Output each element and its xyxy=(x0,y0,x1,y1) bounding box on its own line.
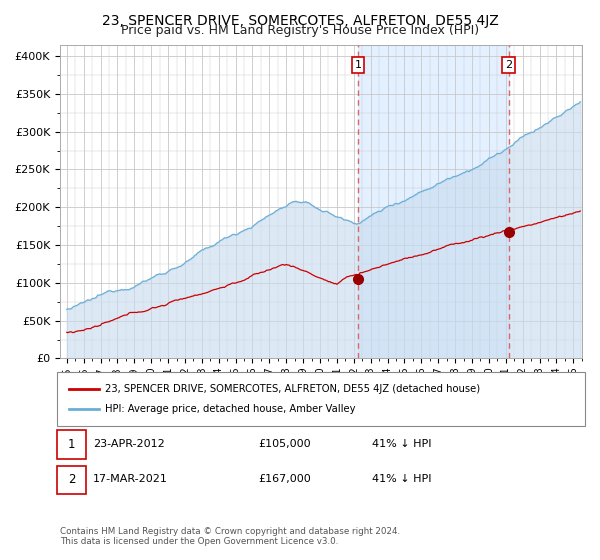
Text: 23, SPENCER DRIVE, SOMERCOTES, ALFRETON, DE55 4JZ (detached house): 23, SPENCER DRIVE, SOMERCOTES, ALFRETON,… xyxy=(105,384,480,394)
Text: 41% ↓ HPI: 41% ↓ HPI xyxy=(372,474,431,484)
Text: 1: 1 xyxy=(68,437,75,451)
Text: 1: 1 xyxy=(355,60,362,70)
Text: 2: 2 xyxy=(68,473,75,486)
Text: 23-APR-2012: 23-APR-2012 xyxy=(93,439,165,449)
Text: 41% ↓ HPI: 41% ↓ HPI xyxy=(372,439,431,449)
Text: 2: 2 xyxy=(505,60,512,70)
Text: 17-MAR-2021: 17-MAR-2021 xyxy=(93,474,168,484)
Text: Price paid vs. HM Land Registry's House Price Index (HPI): Price paid vs. HM Land Registry's House … xyxy=(121,24,479,37)
Text: £105,000: £105,000 xyxy=(258,439,311,449)
Text: 23, SPENCER DRIVE, SOMERCOTES, ALFRETON, DE55 4JZ: 23, SPENCER DRIVE, SOMERCOTES, ALFRETON,… xyxy=(101,14,499,28)
Text: Contains HM Land Registry data © Crown copyright and database right 2024.
This d: Contains HM Land Registry data © Crown c… xyxy=(60,526,400,546)
Text: HPI: Average price, detached house, Amber Valley: HPI: Average price, detached house, Ambe… xyxy=(105,404,355,414)
Text: £167,000: £167,000 xyxy=(258,474,311,484)
Bar xyxy=(358,45,509,358)
